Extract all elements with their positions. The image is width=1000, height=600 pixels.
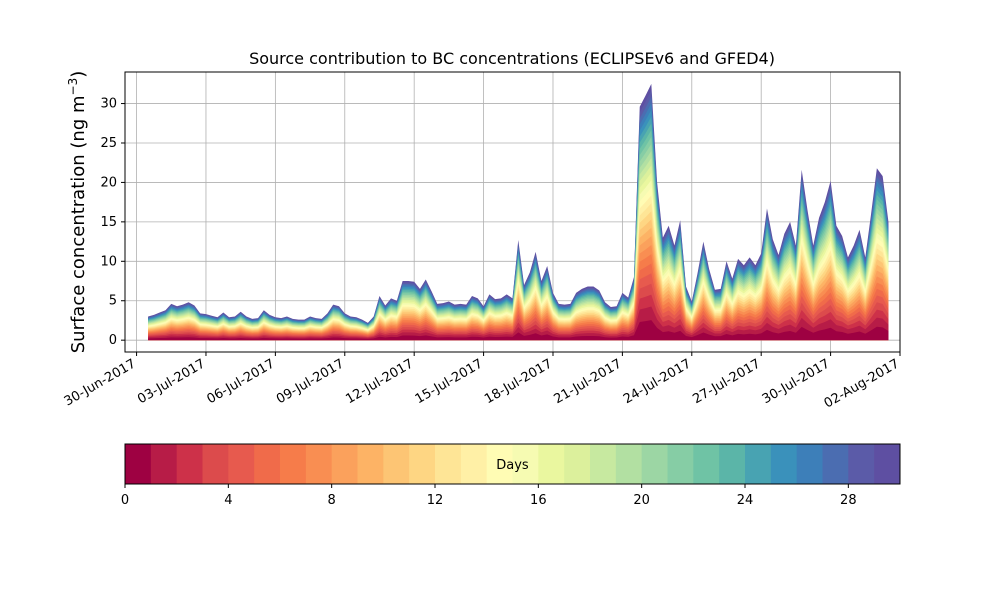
colorbar-tick-label: 12 (427, 493, 444, 508)
x-tick-label: 21-Jul-2017 (552, 356, 625, 407)
y-axis-label-main: Surface concentration (ng m (68, 95, 89, 353)
colorbar-segment-10 (383, 444, 410, 484)
colorbar-segment-27 (822, 444, 849, 484)
x-tick-label: 02-Aug-2017 (822, 356, 902, 411)
colorbar-segment-15 (512, 444, 539, 484)
colorbar: Days 0 4 8 12 16 20 24 28 (121, 443, 901, 508)
colorbar-tick-label: 24 (737, 493, 754, 508)
colorbar-segment-13 (460, 444, 488, 484)
colorbar-segment-19 (615, 444, 643, 484)
x-tick-label: 18-Jul-2017 (482, 356, 555, 407)
colorbar-segment-4 (228, 444, 255, 484)
colorbar-segment-26 (796, 444, 823, 484)
y-axis-label-exponent: −3 (66, 78, 80, 96)
colorbar-segment-28 (848, 444, 875, 484)
y-tick-label: 15 (100, 215, 117, 230)
colorbar-segment-22 (693, 444, 720, 484)
plot-area: 0 5 10 15 20 25 30 30-Jun-201703-Jul-201706-Jul… (62, 71, 902, 412)
colorbar-segment-20 (641, 444, 668, 484)
area-band-day-1 (148, 306, 889, 341)
colorbar-tick-label: 8 (328, 493, 336, 508)
y-tick-label: 20 (100, 175, 117, 190)
colorbar-segment-8 (331, 444, 358, 484)
colorbar-tick-label: 16 (530, 493, 547, 508)
y-tick-label: 30 (100, 97, 117, 112)
y-axis-label: Surface concentration (ng m−3) (66, 71, 89, 354)
colorbar-segment-25 (770, 444, 798, 484)
y-axis-label-close: ) (68, 71, 89, 78)
area-band-day-0 (148, 320, 889, 341)
colorbar-tick-label: 0 (121, 493, 129, 508)
y-tick-label: 25 (100, 136, 117, 151)
x-tick-label: 12-Jul-2017 (343, 356, 416, 407)
chart-title: Source contribution to BC concentrations… (249, 49, 775, 68)
x-tick-label: 06-Jul-2017 (205, 356, 278, 407)
colorbar-tick-label: 28 (840, 493, 857, 508)
y-tick-label: 5 (109, 294, 117, 309)
colorbar-segment-0 (125, 444, 152, 484)
x-tick-label: 09-Jul-2017 (274, 356, 347, 407)
colorbar-segment-11 (409, 444, 436, 484)
colorbar-segment-1 (150, 444, 178, 484)
y-tick-label: 0 (109, 333, 117, 348)
colorbar-segment-24 (745, 444, 772, 484)
y-tick-label: 10 (100, 254, 117, 269)
colorbar-segment-12 (435, 444, 462, 484)
colorbar-segment-23 (719, 444, 746, 484)
x-tick-label: 30-Jun-2017 (62, 356, 139, 409)
colorbar-segment-16 (538, 444, 565, 484)
colorbar-segment-18 (590, 444, 617, 484)
colorbar-segment-9 (357, 444, 384, 484)
colorbar-segment-29 (874, 444, 901, 484)
colorbar-tick-label: 20 (633, 493, 650, 508)
colorbar-label: Days (496, 458, 529, 473)
colorbar-tick-label: 4 (224, 493, 232, 508)
colorbar-frame (124, 443, 901, 485)
x-tick-label: 03-Jul-2017 (135, 356, 208, 407)
colorbar-segment-2 (176, 444, 203, 484)
plot-frame (124, 71, 901, 353)
x-tick-label: 15-Jul-2017 (413, 356, 486, 407)
colorbar-segment-6 (280, 444, 307, 484)
colorbar-segment-17 (564, 444, 591, 484)
colorbar-segment-5 (254, 444, 281, 484)
colorbar-segment-3 (202, 444, 229, 484)
colorbar-segment-7 (305, 444, 333, 484)
colorbar-segment-21 (667, 444, 694, 484)
x-tick-label: 24-Jul-2017 (621, 356, 694, 407)
colorbar-segment-14 (486, 444, 513, 484)
x-tick-label: 27-Jul-2017 (690, 356, 763, 407)
